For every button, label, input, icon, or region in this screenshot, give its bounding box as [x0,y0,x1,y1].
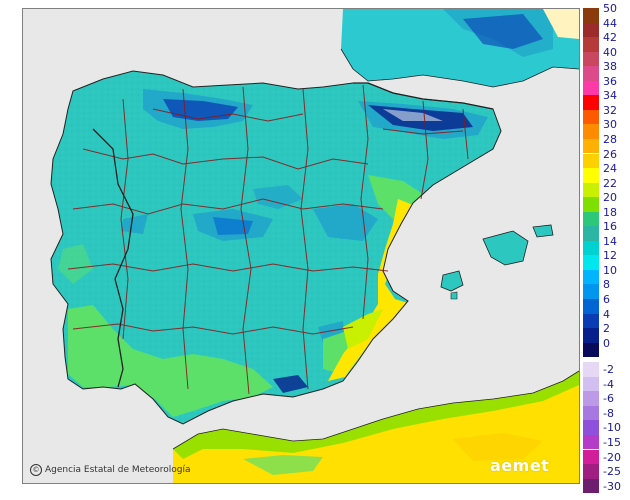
legend-swatch [583,255,599,270]
legend-label: 10 [603,263,617,277]
legend-label: 42 [603,31,617,45]
legend-swatch [583,138,599,154]
legend-label: 18 [603,205,617,219]
map-canvas [50,9,579,483]
legend-label: 26 [603,147,617,161]
legend-label: -2 [603,363,614,377]
france-spain-border [353,82,494,110]
legend-label: 4 [603,307,610,321]
legend-label: 28 [603,132,617,146]
france-warm-coast [543,9,579,39]
legend-swatch [583,211,599,227]
africa-coast [172,370,579,450]
temperature-map [22,8,580,484]
legend-label: 12 [603,249,617,263]
legend-swatch [583,80,599,96]
legend-swatch [583,299,599,314]
legend-swatch [583,391,599,406]
legend-swatch [583,182,599,198]
legend-label: -15 [603,435,621,449]
france-mountain [463,14,543,49]
legend-label: 50 [603,2,617,15]
legend-swatch [583,95,599,110]
legend-swatch [583,8,599,23]
legend-swatch [583,449,599,465]
legend-swatch [583,124,599,139]
legend-swatch [583,284,599,299]
legend-swatch [583,269,599,285]
legend-label: 38 [603,60,617,74]
copyright-icon: © [30,464,42,476]
legend-swatch [583,22,599,38]
legend-label: 40 [603,45,617,59]
legend-label: 2 [603,322,610,336]
aemet-logo: aemet [490,456,550,475]
france-coast [340,48,579,88]
legend-label: -10 [603,421,621,435]
legend-label: -25 [603,465,621,479]
legend-label: 44 [603,16,617,30]
legend-label: 8 [603,278,610,292]
legend-swatch [583,342,599,358]
credit-text: Agencia Estatal de Meteorología [45,465,191,475]
legend-swatch [583,168,599,183]
legend-label: 34 [603,89,617,103]
legend-label: 14 [603,234,617,248]
legend-label: 20 [603,191,617,205]
legend-label: 36 [603,74,617,88]
legend-label: 22 [603,176,617,190]
balearic-islands [440,224,554,300]
legend-label: 16 [603,220,617,234]
legend-label: -4 [603,377,614,391]
legend-swatch [583,478,599,494]
legend-label: 32 [603,103,617,117]
legend-label: -30 [603,479,621,493]
legend-label: 30 [603,118,617,132]
iberia-coastline [50,70,502,425]
copyright-credit: © Agencia Estatal de Meteorología [30,464,191,476]
legend-swatch [583,362,599,377]
legend-label: 0 [603,336,610,350]
legend-label: -6 [603,392,614,406]
legend-swatch [583,313,599,329]
legend-swatch [583,464,599,479]
portugal-spain-border [92,128,134,388]
legend-swatch [583,226,599,241]
legend-swatch [583,434,599,450]
province-borders [67,84,469,395]
legend-label: -20 [603,450,621,464]
legend-swatch [583,420,599,435]
legend-label: 6 [603,293,610,306]
legend-swatch [583,197,599,212]
africa-hot-spot [453,433,543,461]
legend-swatch [583,328,599,343]
legend-label: -8 [603,406,614,420]
legend-swatch [583,37,599,52]
temperature-legend: 50 44 42 40 38 36 34 32 30 28 26 24 22 20 18 16 14 12 10 8 6… [583,3,630,494]
legend-swatch [583,405,599,421]
legend-label: 24 [603,162,617,176]
legend-swatch [583,51,599,67]
legend-swatch [583,376,599,392]
legend-swatch [583,109,599,125]
legend-swatch [583,153,599,169]
legend-swatch [583,66,599,81]
legend-swatch [583,240,599,256]
cold-zones [121,89,488,393]
africa-mountains [243,455,323,475]
